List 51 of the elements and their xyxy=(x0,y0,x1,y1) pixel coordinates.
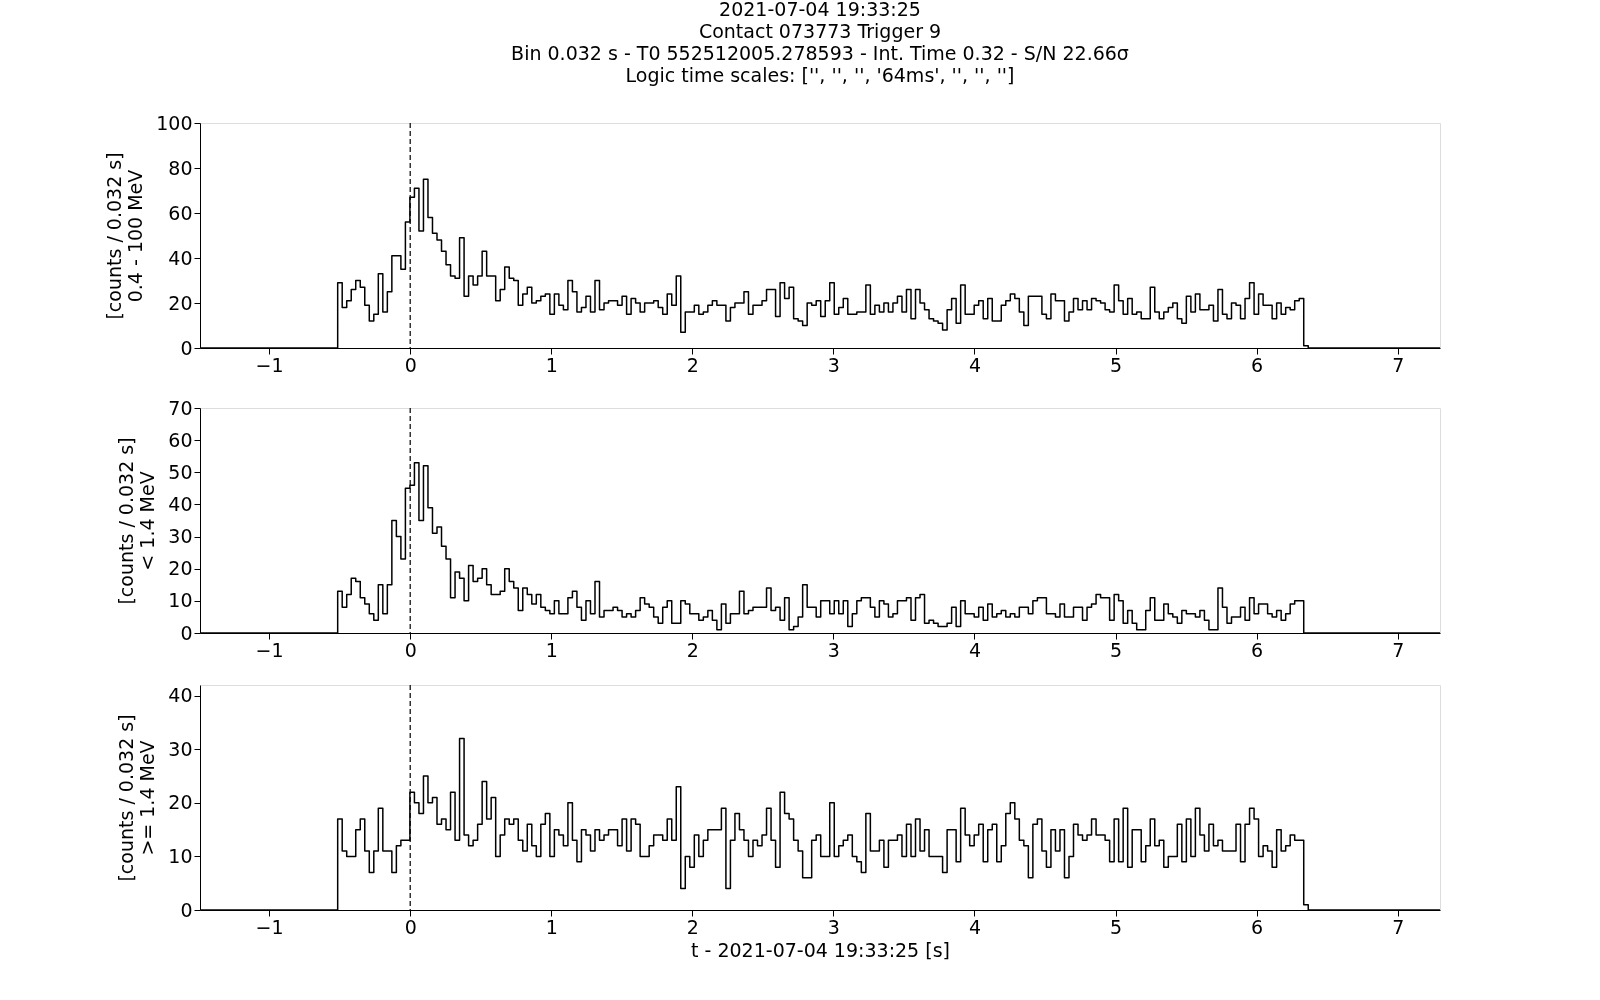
y-tick-label: 10 xyxy=(168,589,193,612)
x-tick-label: 4 xyxy=(968,638,982,661)
y-tick-label: 0 xyxy=(180,336,193,359)
y-tick-label: 20 xyxy=(168,557,193,580)
y-tick-label: 40 xyxy=(168,492,193,515)
y-tick-label: 40 xyxy=(168,246,193,269)
x-tick-label: 0 xyxy=(404,638,417,661)
y-tick-label: 100 xyxy=(156,111,193,134)
y-tick-label: 70 xyxy=(168,396,193,419)
y-tick-label: 0 xyxy=(180,898,193,921)
x-tick-label: 0 xyxy=(404,915,417,938)
x-tick-label: 5 xyxy=(1109,353,1123,376)
x-tick-label: 7 xyxy=(1392,638,1405,661)
x-tick-label: 7 xyxy=(1392,353,1405,376)
x-tick-label: −1 xyxy=(255,915,284,938)
x-tick-label: 3 xyxy=(827,638,840,661)
x-tick-label: 0 xyxy=(404,353,417,376)
x-tick-label: 5 xyxy=(1109,638,1123,661)
x-tick-label: 4 xyxy=(968,915,982,938)
x-tick-label: 3 xyxy=(827,353,840,376)
y-tick-label: 30 xyxy=(168,737,193,760)
y-tick-label: 80 xyxy=(168,156,193,179)
x-tick-label: 6 xyxy=(1251,353,1264,376)
x-tick-label: 1 xyxy=(545,353,558,376)
x-tick-label: 2 xyxy=(686,353,699,376)
y-tick-label: 60 xyxy=(168,201,193,224)
y-axis-title: [counts / 0.032 s] < 1.4 MeV xyxy=(115,437,159,605)
x-tick-label: 4 xyxy=(968,353,982,376)
x-tick-label: 1 xyxy=(545,915,558,938)
x-tick-label: −1 xyxy=(255,638,284,661)
x-tick-label: 6 xyxy=(1251,638,1264,661)
x-tick-label: 7 xyxy=(1392,915,1405,938)
x-tick-label: 5 xyxy=(1109,915,1123,938)
x-axis-title: t - 2021-07-04 19:33:25 [s] xyxy=(691,938,950,961)
y-tick-label: 0 xyxy=(180,621,193,644)
x-tick-label: 3 xyxy=(827,915,840,938)
x-tick-label: −1 xyxy=(255,353,284,376)
y-tick-label: 20 xyxy=(168,291,193,314)
y-tick-label: 60 xyxy=(168,428,193,451)
x-tick-label: 2 xyxy=(686,638,699,661)
y-tick-label: 20 xyxy=(168,791,193,814)
y-tick-label: 10 xyxy=(168,844,193,867)
y-tick-label: 50 xyxy=(168,460,193,483)
chart-title: 2021-07-04 19:33:25 Contact 073773 Trigger 9 Bin 0.032 s - T0 552512005.278593 - Int. Time 0.32 - S/N 22.66σ Logic time scales: ['', '', '', '64ms', '', '', ''] xyxy=(511,0,1129,86)
x-tick-label: 6 xyxy=(1251,915,1264,938)
y-tick-label: 40 xyxy=(168,684,193,707)
x-tick-label: 1 xyxy=(545,638,558,661)
x-tick-label: 2 xyxy=(686,915,699,938)
y-axis-title: [counts / 0.032 s] >= 1.4 MeV xyxy=(115,714,159,882)
y-tick-label: 30 xyxy=(168,525,193,548)
y-axis-title: [counts / 0.032 s] 0.4 - 100 MeV xyxy=(103,152,147,320)
